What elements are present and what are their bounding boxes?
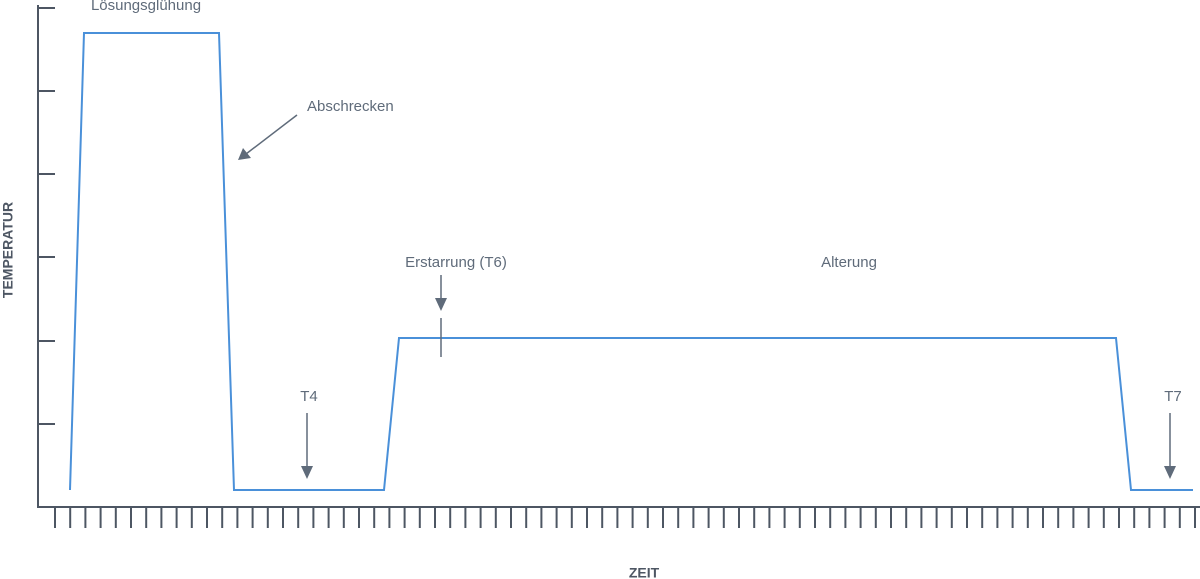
axis-ticks — [38, 7, 1196, 528]
arrow-head — [301, 466, 313, 479]
arrow-head — [238, 148, 251, 160]
arrow — [245, 114, 298, 155]
annotation: T7 — [1164, 388, 1182, 405]
y-axis-label: TEMPERATUR — [0, 202, 16, 298]
annotation: Alterung — [821, 254, 877, 271]
arrow-head — [435, 298, 447, 311]
annotation: T4 — [300, 388, 318, 405]
temperature-profile — [69, 32, 1193, 491]
arrow-head — [1164, 466, 1176, 479]
x-axis-label: ZEIT — [629, 565, 660, 579]
annotation: Erstarrung (T6) — [405, 254, 507, 271]
annotation: Lösungsglühung — [91, 0, 201, 14]
annotation: Abschrecken — [307, 98, 394, 115]
